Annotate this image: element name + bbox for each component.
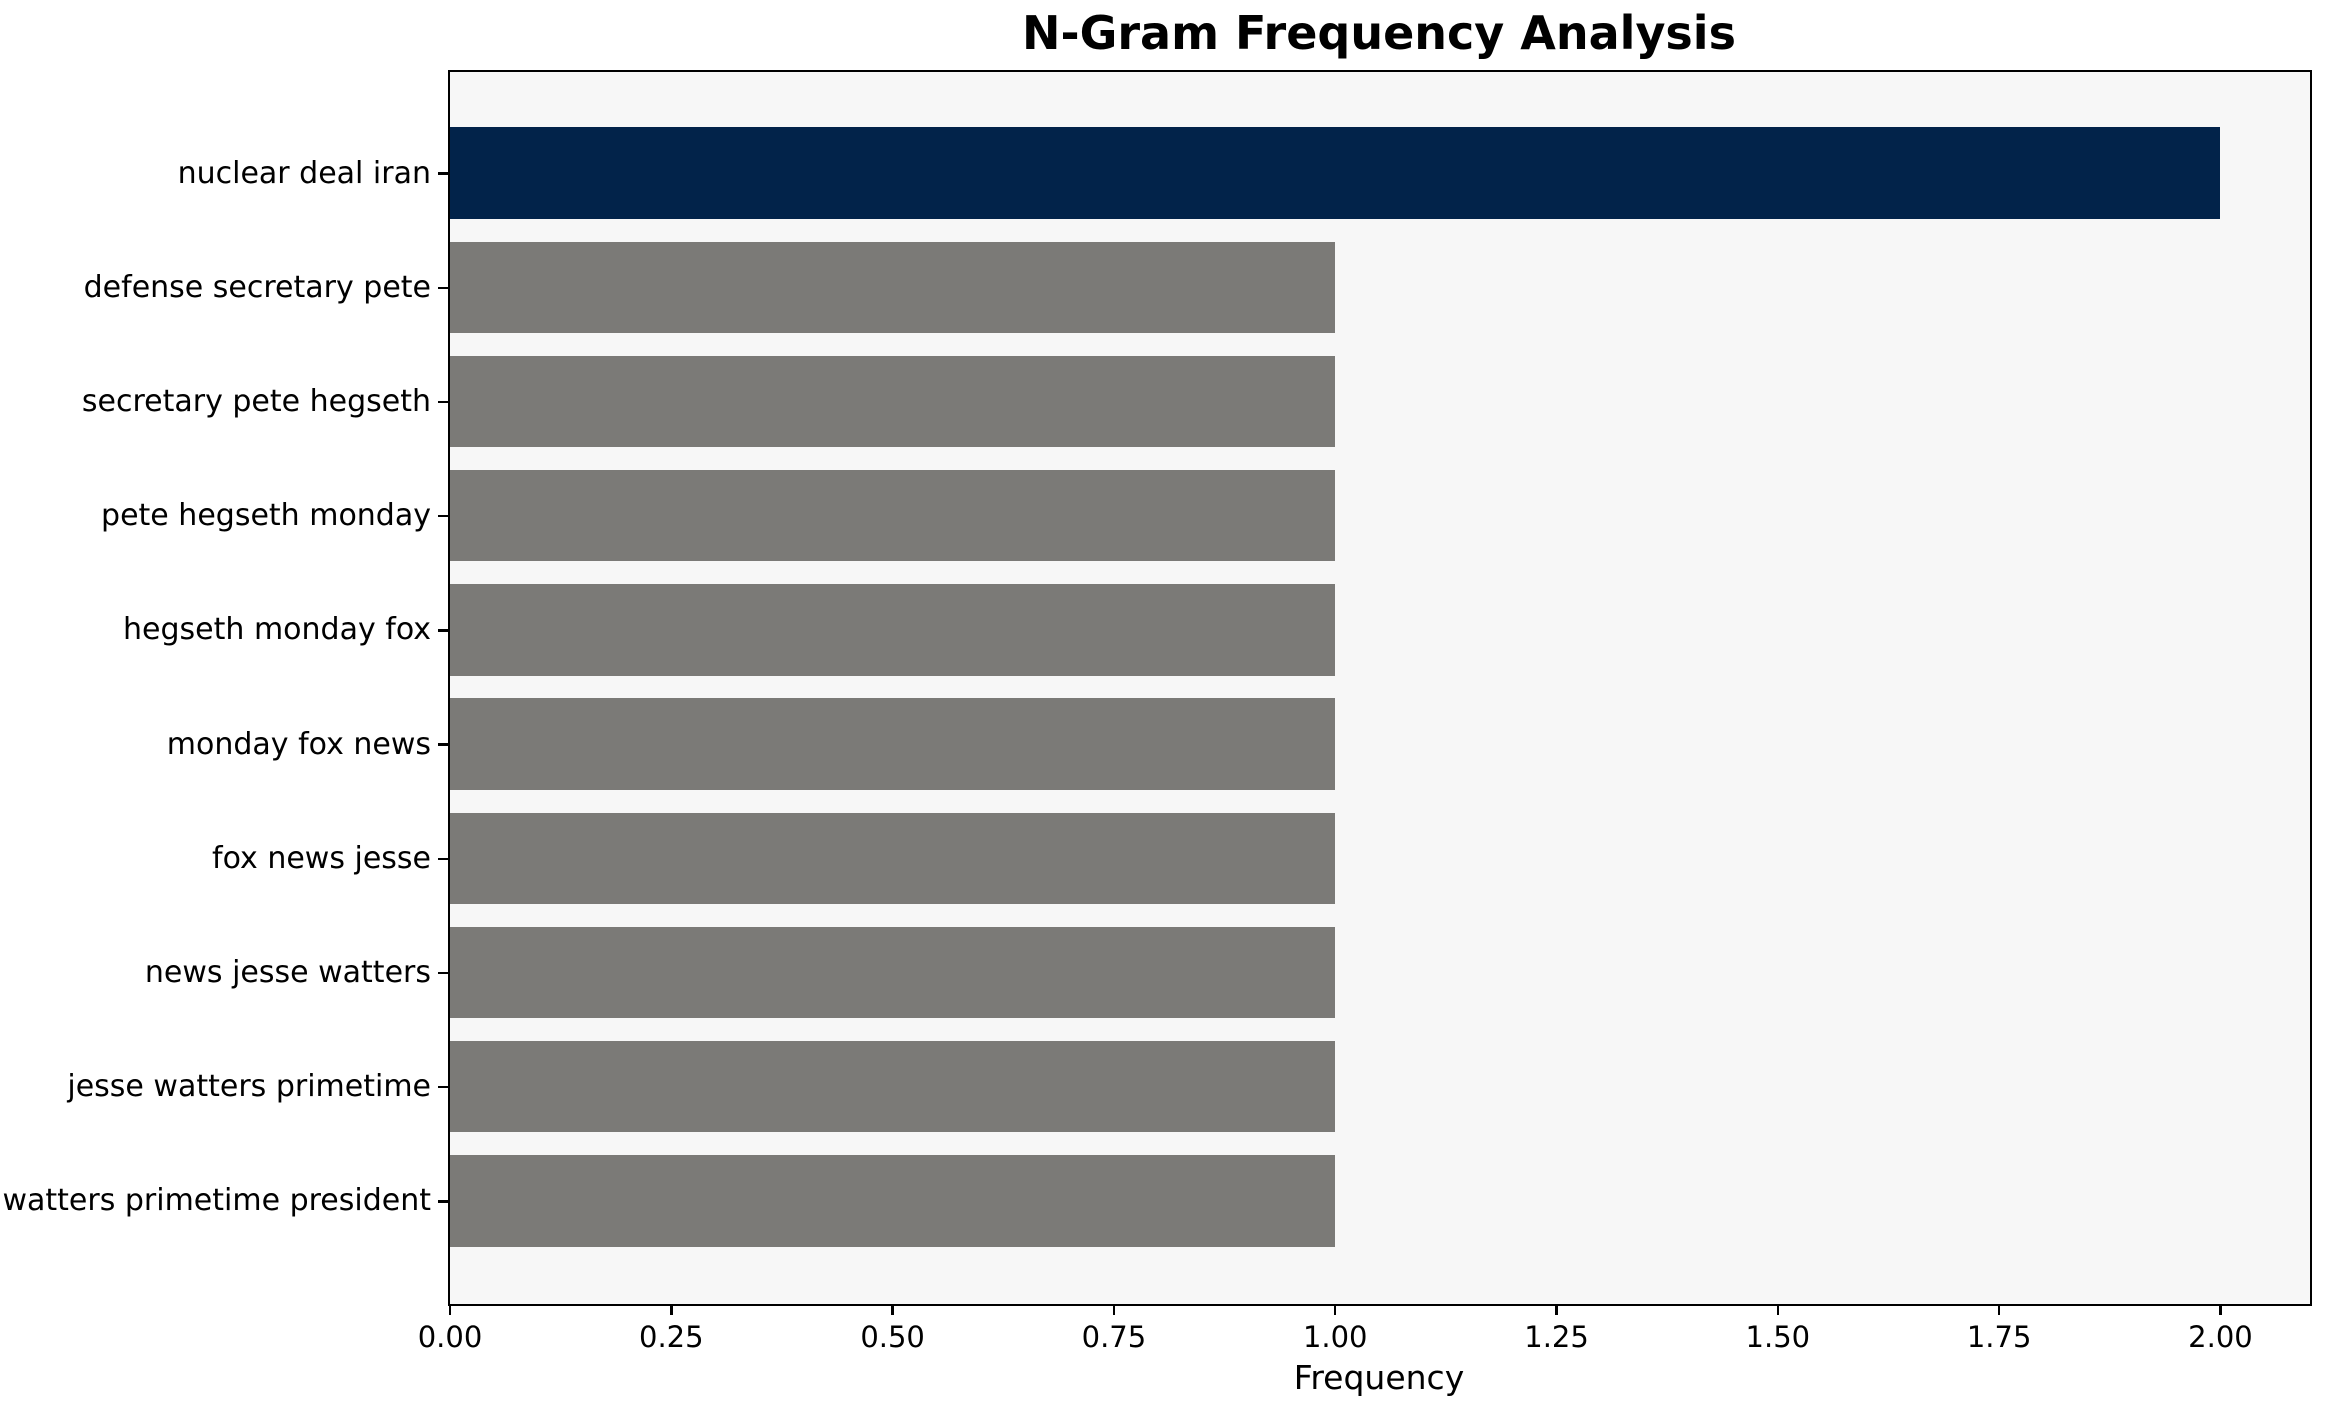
y-tick-label: monday fox news — [166, 726, 431, 762]
y-tick-label: fox news jesse — [212, 840, 431, 876]
bar-monday-fox-news — [449, 698, 1335, 790]
bar-jesse-watters-primetime — [449, 1040, 1335, 1133]
bar-secretary-pete-hegseth — [449, 355, 1335, 448]
y-tick-label: watters primetime president — [2, 1183, 431, 1219]
y-tick — [437, 971, 448, 975]
y-tick-label: defense secretary pete — [83, 269, 431, 305]
chart-title: N-Gram Frequency Analysis — [1022, 6, 1736, 60]
y-tick — [437, 1200, 448, 1203]
y-tick — [437, 1085, 448, 1089]
x-tick — [448, 1305, 452, 1315]
x-tick — [1997, 1305, 2001, 1315]
x-tick-label: 0.75 — [1081, 1320, 1147, 1354]
bar-hegseth-monday-fox — [449, 584, 1335, 676]
x-tick-label: 1.00 — [1302, 1320, 1368, 1354]
y-tick — [437, 514, 448, 518]
x-tick-label: 1.25 — [1524, 1320, 1589, 1354]
bar-defense-secretary-pete — [449, 241, 1335, 333]
y-tick — [437, 400, 448, 404]
x-tick — [670, 1305, 673, 1315]
bar-fox-news-jesse — [449, 812, 1335, 904]
y-tick-label: news jesse watters — [144, 954, 431, 990]
x-tick — [1776, 1305, 1780, 1315]
x-tick — [1333, 1305, 1337, 1315]
y-tick-label: secretary pete hegseth — [81, 384, 431, 420]
x-axis-label: Frequency — [1293, 1358, 1465, 1397]
y-tick-label: jesse watters primetime — [67, 1069, 431, 1105]
x-tick-label: 1.75 — [1966, 1320, 2032, 1354]
x-tick-label: 0.00 — [417, 1320, 483, 1354]
bar-nuclear-deal-iran — [449, 127, 2220, 219]
x-tick — [891, 1305, 894, 1315]
y-tick — [437, 286, 448, 290]
y-tick-label: hegseth monday fox — [123, 612, 431, 648]
plot-area — [447, 69, 2312, 1306]
bar-watters-primetime-president — [449, 1155, 1335, 1247]
y-tick — [437, 172, 448, 175]
x-tick-label: 0.25 — [639, 1320, 704, 1354]
y-tick — [437, 743, 448, 746]
y-tick — [437, 857, 448, 861]
y-tick — [437, 629, 448, 632]
bar-news-jesse-watters — [449, 926, 1335, 1019]
x-tick-label: 2.00 — [2188, 1320, 2253, 1354]
y-tick-label: pete hegseth monday — [101, 498, 431, 534]
x-tick — [1112, 1305, 1116, 1315]
bar-pete-hegseth-monday — [449, 470, 1335, 562]
x-tick — [1555, 1305, 1558, 1315]
x-tick-label: 1.50 — [1745, 1320, 1811, 1354]
y-tick-label: nuclear deal iran — [177, 155, 431, 191]
x-tick-label: 0.50 — [860, 1320, 925, 1354]
x-tick — [2219, 1305, 2222, 1315]
